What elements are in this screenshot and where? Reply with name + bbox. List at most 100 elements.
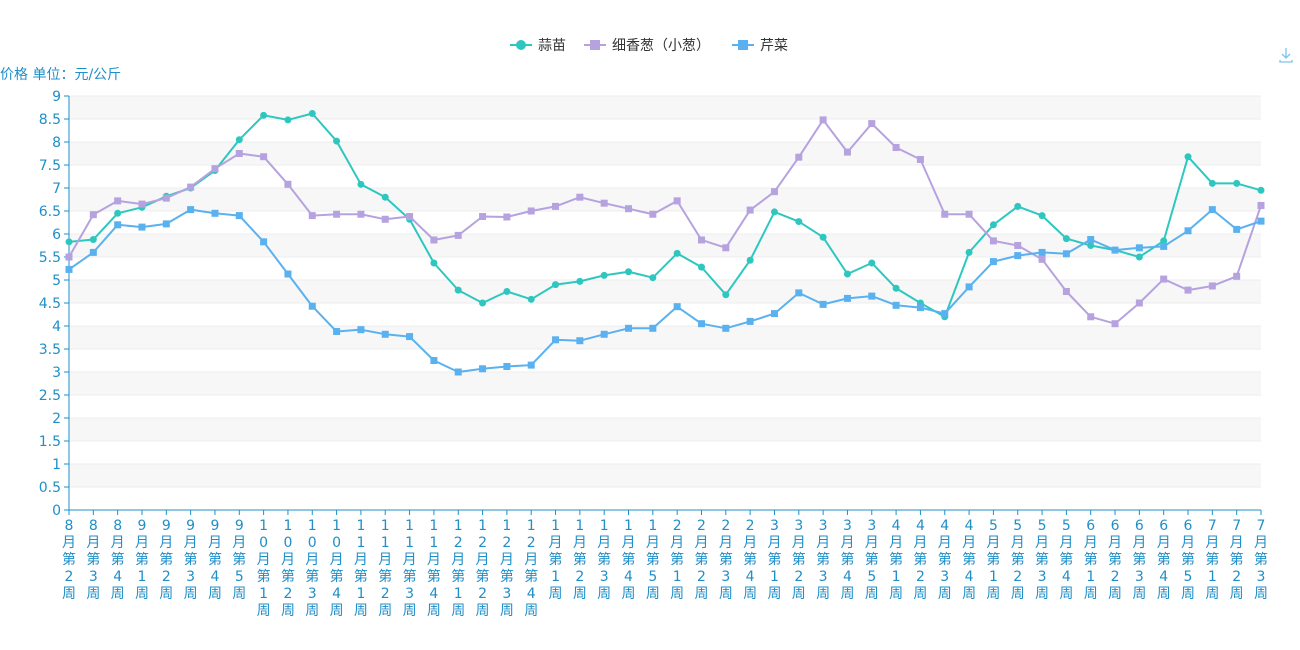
data-point[interactable]	[406, 333, 414, 341]
data-point[interactable]	[114, 209, 122, 217]
data-point[interactable]	[406, 213, 414, 221]
data-point[interactable]	[260, 153, 268, 161]
data-point[interactable]	[89, 248, 97, 256]
data-point[interactable]	[284, 270, 292, 278]
data-point[interactable]	[795, 153, 803, 161]
data-point[interactable]	[673, 303, 681, 311]
data-point[interactable]	[430, 236, 438, 244]
data-point[interactable]	[235, 136, 243, 144]
data-point[interactable]	[1087, 242, 1095, 249]
data-point[interactable]	[819, 233, 827, 241]
data-point[interactable]	[1184, 153, 1192, 161]
data-point[interactable]	[430, 357, 438, 364]
data-point[interactable]	[746, 317, 754, 325]
data-point[interactable]	[892, 301, 900, 309]
data-point[interactable]	[1111, 246, 1119, 254]
data-point[interactable]	[1208, 282, 1216, 290]
legend-item-3[interactable]: 芹菜	[732, 38, 788, 54]
data-point[interactable]	[65, 238, 73, 246]
data-point[interactable]	[576, 277, 584, 285]
data-point[interactable]	[114, 221, 122, 229]
data-point[interactable]	[965, 283, 973, 291]
data-point[interactable]	[625, 268, 633, 276]
data-point[interactable]	[722, 324, 730, 332]
data-point[interactable]	[1184, 227, 1192, 235]
data-point[interactable]	[625, 205, 633, 213]
data-point[interactable]	[1014, 202, 1022, 210]
data-point[interactable]	[1014, 252, 1022, 260]
data-point[interactable]	[916, 304, 924, 312]
data-point[interactable]	[941, 310, 949, 318]
data-point[interactable]	[1111, 320, 1119, 328]
data-point[interactable]	[989, 221, 997, 229]
data-point[interactable]	[381, 330, 389, 338]
data-point[interactable]	[211, 209, 219, 217]
data-point[interactable]	[162, 220, 170, 228]
data-point[interactable]	[697, 263, 705, 271]
data-point[interactable]	[89, 236, 97, 244]
data-point[interactable]	[1135, 299, 1143, 307]
data-point[interactable]	[746, 206, 754, 214]
data-point[interactable]	[138, 223, 146, 231]
data-point[interactable]	[673, 249, 681, 257]
data-point[interactable]	[1014, 242, 1022, 249]
data-point[interactable]	[892, 144, 900, 152]
data-point[interactable]	[235, 150, 243, 157]
data-point[interactable]	[819, 300, 827, 308]
data-point[interactable]	[552, 202, 560, 210]
data-point[interactable]	[868, 120, 876, 128]
data-point[interactable]	[89, 211, 97, 219]
data-point[interactable]	[843, 294, 851, 302]
legend-item-1[interactable]: 蒜苗	[510, 38, 566, 54]
data-point[interactable]	[284, 116, 292, 124]
data-point[interactable]	[357, 180, 365, 188]
data-point[interactable]	[1184, 286, 1192, 294]
data-point[interactable]	[1135, 244, 1143, 252]
data-point[interactable]	[138, 200, 146, 208]
data-point[interactable]	[722, 291, 730, 299]
data-point[interactable]	[1208, 179, 1216, 187]
data-point[interactable]	[333, 328, 341, 336]
data-point[interactable]	[114, 197, 122, 205]
data-point[interactable]	[600, 330, 608, 338]
data-point[interactable]	[770, 208, 778, 216]
data-point[interactable]	[430, 259, 438, 267]
data-point[interactable]	[454, 368, 462, 376]
data-point[interactable]	[625, 324, 633, 332]
data-point[interactable]	[892, 284, 900, 292]
data-point[interactable]	[989, 258, 997, 266]
data-point[interactable]	[1062, 235, 1070, 243]
data-point[interactable]	[211, 165, 219, 173]
data-point[interactable]	[843, 270, 851, 278]
data-point[interactable]	[1087, 313, 1095, 321]
data-point[interactable]	[819, 116, 827, 124]
data-point[interactable]	[503, 213, 511, 221]
data-point[interactable]	[527, 295, 535, 303]
data-point[interactable]	[187, 183, 195, 191]
data-point[interactable]	[187, 206, 195, 214]
data-point[interactable]	[868, 292, 876, 300]
data-point[interactable]	[1208, 206, 1216, 214]
data-point[interactable]	[1233, 179, 1241, 187]
data-point[interactable]	[260, 111, 268, 119]
data-point[interactable]	[552, 281, 560, 289]
data-point[interactable]	[1062, 288, 1070, 295]
data-point[interactable]	[649, 324, 657, 332]
data-point[interactable]	[503, 288, 511, 295]
data-point[interactable]	[649, 210, 657, 218]
data-point[interactable]	[1038, 248, 1046, 256]
data-point[interactable]	[795, 289, 803, 297]
data-point[interactable]	[989, 237, 997, 245]
data-point[interactable]	[1062, 250, 1070, 258]
data-point[interactable]	[576, 193, 584, 201]
data-point[interactable]	[649, 274, 657, 282]
data-point[interactable]	[1233, 272, 1241, 280]
data-point[interactable]	[503, 362, 511, 370]
data-point[interactable]	[479, 365, 487, 373]
data-point[interactable]	[673, 197, 681, 205]
data-point[interactable]	[1038, 255, 1046, 263]
data-point[interactable]	[333, 137, 341, 145]
data-point[interactable]	[843, 148, 851, 156]
data-point[interactable]	[795, 218, 803, 226]
data-point[interactable]	[308, 212, 316, 220]
